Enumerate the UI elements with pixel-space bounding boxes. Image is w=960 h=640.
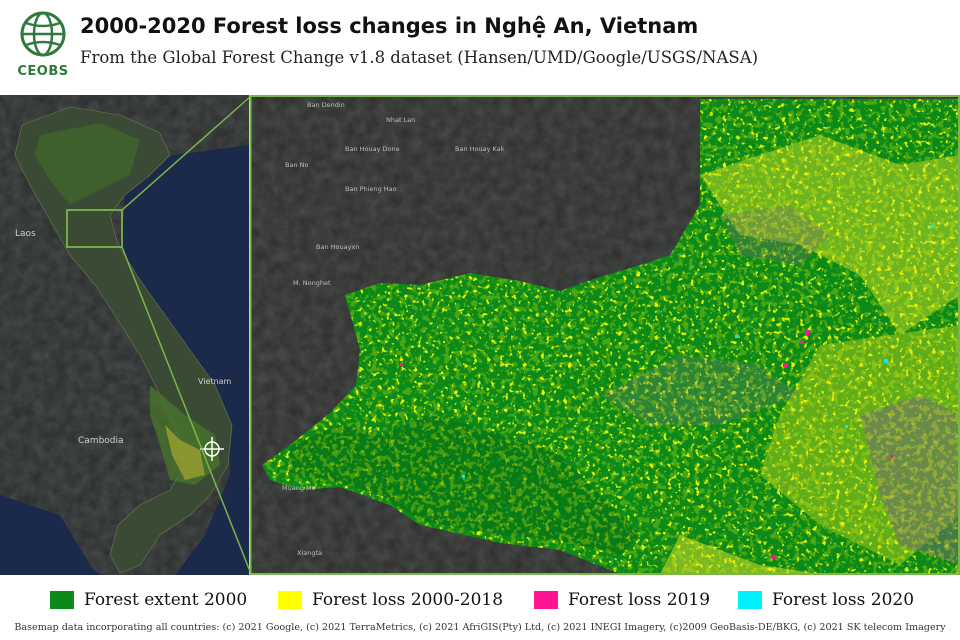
- legend-label: Forest loss 2000-2018: [312, 590, 504, 610]
- detail-map: Ban Dendin Nhat Lan Ban Houay Done Ban H…: [251, 96, 960, 574]
- legend-label: Forest loss 2019: [568, 590, 711, 610]
- place-label: Ban No: [285, 161, 308, 169]
- legend: Forest extent 2000 Forest loss 2000-2018…: [0, 585, 960, 617]
- loss-2020-marks: [462, 225, 933, 478]
- legend-item-loss-2000-2018: Forest loss 2000-2018: [278, 590, 503, 610]
- connector-line-bottom: [121, 246, 252, 575]
- location-target-icon: [200, 437, 224, 461]
- overview-map: Laos Cambodia Vietnam: [0, 95, 249, 575]
- place-label: Ban Houay Done: [345, 145, 400, 153]
- logo-text: CEOBS: [17, 64, 69, 79]
- header: CEOBS 2000-2020 Forest loss changes in N…: [0, 0, 960, 95]
- label-vietnam: Vietnam: [198, 377, 232, 386]
- legend-item-loss-2020: Forest loss 2020: [738, 590, 914, 610]
- overview-highlight-box: [66, 209, 123, 248]
- map-svg: Laos Cambodia Vietnam: [0, 95, 960, 575]
- place-label: M. Nonghet: [293, 279, 331, 287]
- place-label: Xiangta: [297, 549, 322, 557]
- label-cambodia: Cambodia: [78, 436, 124, 446]
- place-label: Ban Dendin: [307, 101, 345, 109]
- legend-item-forest-extent: Forest extent 2000: [50, 590, 247, 610]
- legend-swatch: [738, 591, 762, 609]
- loss-2019-marks: [400, 330, 893, 559]
- legend-swatch: [278, 591, 302, 609]
- place-label: Ban Houay Kak: [455, 145, 505, 153]
- map-area: Laos Cambodia Vietnam: [0, 95, 960, 575]
- place-label: Ban Houayxn: [316, 243, 359, 251]
- legend-swatch: [50, 591, 74, 609]
- place-label: Ban Phieng Hao: [345, 185, 397, 193]
- page-title: 2000-2020 Forest loss changes in Nghệ An…: [80, 14, 699, 38]
- legend-swatch: [534, 591, 558, 609]
- page-subtitle: From the Global Forest Change v1.8 datas…: [80, 48, 759, 67]
- logo-globe-icon: [20, 11, 66, 57]
- label-laos: Laos: [15, 229, 36, 239]
- place-label: Nhat Lan: [386, 116, 415, 124]
- legend-label: Forest loss 2020: [772, 590, 915, 610]
- legend-item-loss-2019: Forest loss 2019: [534, 590, 710, 610]
- basemap-credits: Basemap data incorporating all countries…: [14, 622, 946, 633]
- ceobs-logo: CEOBS: [10, 10, 76, 85]
- connector-line-top: [121, 95, 252, 211]
- place-label: Muang Mo: [282, 484, 316, 492]
- legend-label: Forest extent 2000: [84, 590, 248, 610]
- detail-map-frame: [249, 95, 960, 575]
